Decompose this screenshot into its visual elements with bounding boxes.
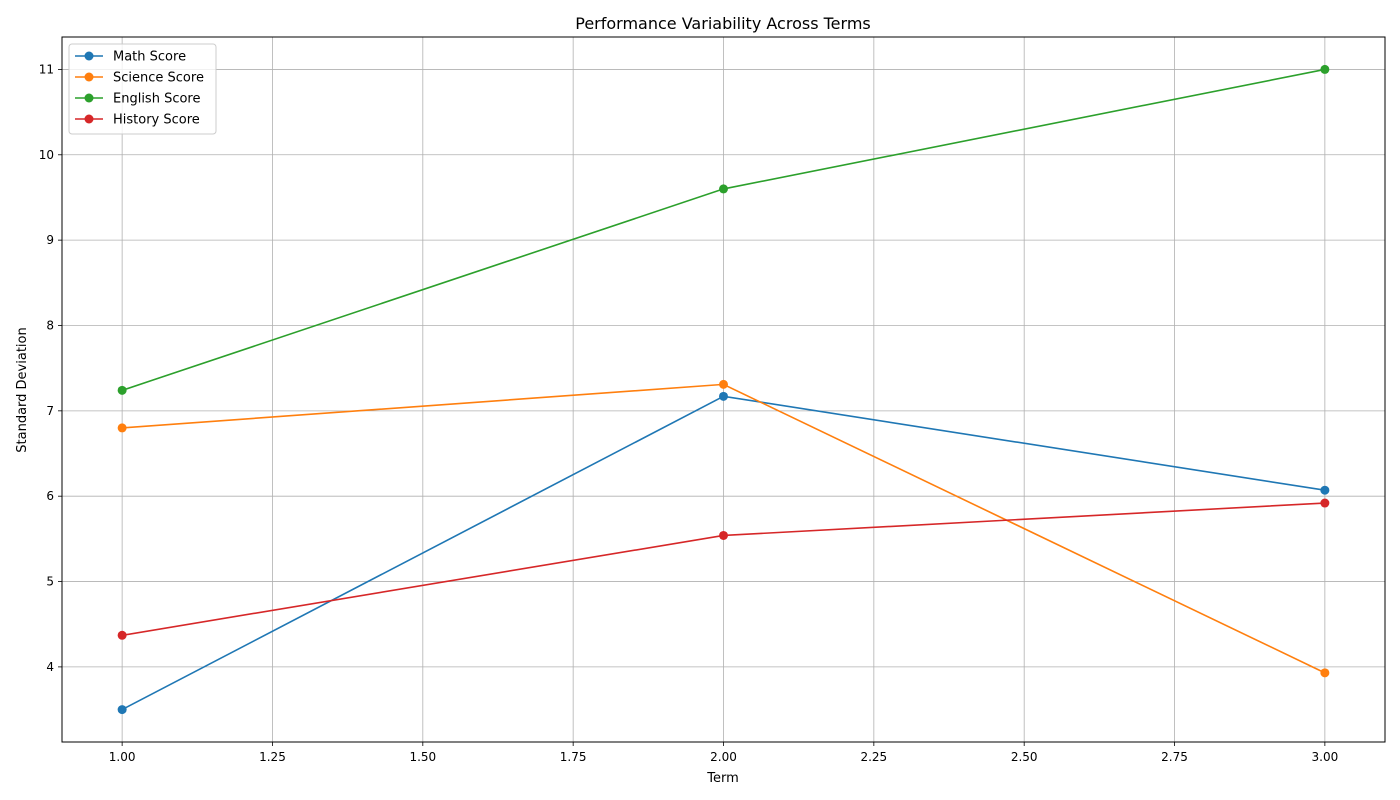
y-tick-label: 5: [46, 575, 54, 589]
series-lines: [117, 64, 1330, 715]
x-tick-label: 1.75: [560, 750, 587, 764]
math-score-point: [719, 391, 728, 401]
y-axis-label: Standard Deviation: [15, 327, 30, 452]
history-score-legend-label: History Score: [113, 113, 200, 128]
y-tick-label: 7: [46, 404, 54, 418]
legend-box: [68, 43, 217, 135]
y-tick-label: 4: [46, 660, 54, 674]
x-axis-label: Term: [706, 771, 739, 786]
english-score-point: [719, 184, 728, 194]
y-tick-label: 9: [46, 233, 54, 247]
history-score-legend-marker: [84, 114, 94, 124]
science-score-legend-marker: [84, 72, 94, 82]
x-tick-label: 2.00: [710, 750, 737, 764]
x-tick-label: 2.25: [860, 750, 887, 764]
y-axis-ticks: 4 5 6 7 8 9 10 11: [39, 62, 62, 674]
x-axis-ticks: 1.00 1.25 1.50 1.75 2.00 2.25 2.50 2.75 3.00: [109, 742, 1338, 764]
history-score-point: [117, 630, 127, 640]
science-score-point: [1320, 668, 1330, 678]
math-score-legend-label: Math Score: [113, 50, 186, 65]
history-score-point: [719, 530, 728, 540]
x-tick-label: 2.50: [1011, 750, 1038, 764]
x-tick-label: 3.00: [1312, 750, 1339, 764]
x-tick-label: 2.75: [1161, 750, 1188, 764]
chart-title: Performance Variability Across Terms: [575, 14, 870, 33]
science-score-legend-label: Science Score: [113, 71, 204, 86]
y-tick-label: 8: [46, 318, 54, 332]
x-tick-label: 1.00: [109, 750, 136, 764]
english-score-point: [117, 385, 127, 395]
english-score-point: [1320, 64, 1330, 74]
y-tick-label: 10: [39, 148, 54, 162]
legend: Math Score Science Score English Score Hist…: [68, 43, 217, 135]
english-score-legend-label: English Score: [113, 92, 200, 107]
x-tick-label: 1.50: [409, 750, 436, 764]
science-score-point: [117, 423, 127, 433]
math-score-legend-marker: [84, 51, 94, 61]
science-score-point: [719, 379, 728, 389]
x-tick-label: 1.25: [259, 750, 286, 764]
math-score-point: [117, 705, 127, 715]
english-score-legend-marker: [84, 93, 94, 103]
grid: [62, 37, 1385, 742]
math-score-point: [1320, 485, 1330, 495]
y-tick-label: 6: [46, 489, 54, 503]
history-score-point: [1320, 498, 1330, 508]
plot-frame: [61, 36, 1386, 743]
y-tick-label: 11: [39, 62, 54, 76]
